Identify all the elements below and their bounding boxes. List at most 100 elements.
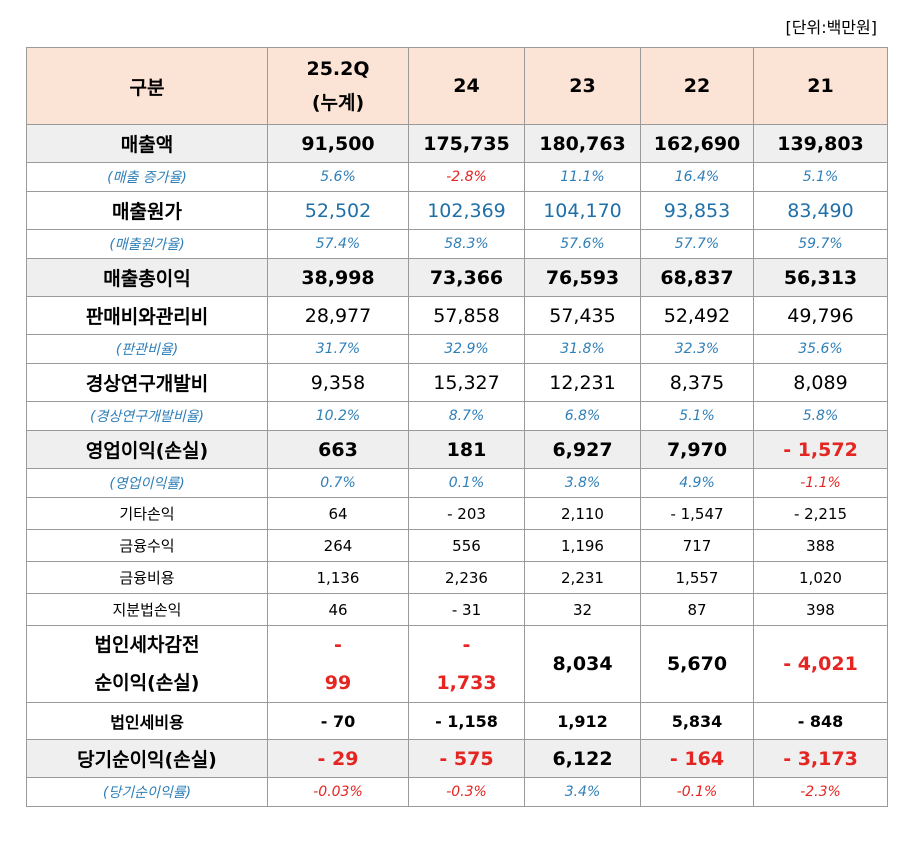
cell: 7,970 [640, 430, 754, 469]
cell: 31.7% [267, 334, 409, 364]
cell: -0.03% [267, 777, 409, 807]
cell: 6.8% [524, 401, 641, 431]
header-col1-line2: (누계) [311, 91, 365, 114]
row-label: (당기순이익률) [26, 777, 268, 807]
cell: - 1,572 [753, 430, 888, 469]
row-rnd-ratio: (경상연구개발비율) 10.2% 8.7% 6.8% 5.1% 5.8% [26, 401, 888, 431]
cell: 162,690 [640, 124, 754, 163]
row-sales: 매출액 91,500 175,735 180,763 162,690 139,8… [26, 124, 888, 163]
cell: 31.8% [524, 334, 641, 364]
cell: 56,313 [753, 258, 888, 297]
cell: 2,236 [408, 561, 525, 594]
row-label: 매출원가 [26, 191, 268, 230]
cell: 8.7% [408, 401, 525, 431]
cell: -0.3% [408, 777, 525, 807]
cell-line2: 99 [324, 672, 352, 694]
row-label: 지분법손익 [26, 593, 268, 626]
row-label: 기타손익 [26, 497, 268, 530]
cell: 11.1% [524, 162, 641, 192]
cell: 5.1% [753, 162, 888, 192]
row-op-ratio: (영업이익률) 0.7% 0.1% 3.8% 4.9% -1.1% [26, 468, 888, 498]
header-col-21: 21 [753, 47, 888, 125]
cell: 8,089 [753, 363, 888, 402]
cell: 32.9% [408, 334, 525, 364]
cell: 5,670 [640, 625, 754, 703]
income-statement-table: 구분 25.2Q (누계) 24 23 22 21 매출액 91,500 175,… [26, 47, 888, 807]
cell: 5.1% [640, 401, 754, 431]
cell: - 1,158 [408, 702, 525, 740]
cell: 57.7% [640, 229, 754, 259]
cell: 2,231 [524, 561, 641, 594]
cell: 64 [267, 497, 409, 530]
cell: 1,136 [267, 561, 409, 594]
cell: - 164 [640, 739, 754, 778]
cell: 32 [524, 593, 641, 626]
row-label: (경상연구개발비율) [26, 401, 268, 431]
cell: 5.8% [753, 401, 888, 431]
cell: 87 [640, 593, 754, 626]
cell: 6,122 [524, 739, 641, 778]
cell: 35.6% [753, 334, 888, 364]
row-label: (매출원가율) [26, 229, 268, 259]
cell: 6,927 [524, 430, 641, 469]
row-sales-growth: (매출 증가율) 5.6% -2.8% 11.1% 16.4% 5.1% [26, 162, 888, 192]
cell: 68,837 [640, 258, 754, 297]
row-label: 매출액 [26, 124, 268, 163]
cell: 181 [408, 430, 525, 469]
row-rnd: 경상연구개발비 9,358 15,327 12,231 8,375 8,089 [26, 363, 888, 402]
cell: - 2,215 [753, 497, 888, 530]
cell: 73,366 [408, 258, 525, 297]
row-sga-ratio: (판관비율) 31.7% 32.9% 31.8% 32.3% 35.6% [26, 334, 888, 364]
row-net-income: 당기순이익(손실) - 29 - 575 6,122 - 164 - 3,173 [26, 739, 888, 778]
cell: 104,170 [524, 191, 641, 230]
cell: 8,034 [524, 625, 641, 703]
cell: - 4,021 [753, 625, 888, 703]
cell: -2.8% [408, 162, 525, 192]
cell: 0.1% [408, 468, 525, 498]
row-label: 금융수익 [26, 529, 268, 562]
row-label: 법인세차감전 순이익(손실) [26, 625, 268, 703]
row-label: 판매비와관리비 [26, 296, 268, 335]
cell: -2.3% [753, 777, 888, 807]
cell: 49,796 [753, 296, 888, 335]
cell: - 1,733 [408, 625, 525, 703]
row-pretax-income: 법인세차감전 순이익(손실) - 99 - 1,733 8,034 5,670 - 4… [26, 625, 888, 703]
cell: 2,110 [524, 497, 641, 530]
cell: 91,500 [267, 124, 409, 163]
cell: 180,763 [524, 124, 641, 163]
cell: 139,803 [753, 124, 888, 163]
header-row: 구분 25.2Q (누계) 24 23 22 21 [26, 47, 888, 125]
cell: 1,020 [753, 561, 888, 594]
cell: - 29 [267, 739, 409, 778]
cell: - 99 [267, 625, 409, 703]
row-other-income: 기타손익 64 - 203 2,110 - 1,547 - 2,215 [26, 497, 888, 530]
row-label-line2: 순이익(손실) [94, 672, 200, 694]
row-label: 당기순이익(손실) [26, 739, 268, 778]
cell: 59.7% [753, 229, 888, 259]
cell: 3.8% [524, 468, 641, 498]
row-label: 법인세비용 [26, 702, 268, 740]
cell: 57.6% [524, 229, 641, 259]
row-label: 매출총이익 [26, 258, 268, 297]
cell-line1: - [462, 634, 471, 656]
cell: 1,557 [640, 561, 754, 594]
row-cogs: 매출원가 52,502 102,369 104,170 93,853 83,49… [26, 191, 888, 230]
cell: 57,858 [408, 296, 525, 335]
cell-line1: - [334, 634, 342, 656]
cell: 10.2% [267, 401, 409, 431]
cell: 717 [640, 529, 754, 562]
cell: 57,435 [524, 296, 641, 335]
cell: 93,853 [640, 191, 754, 230]
row-finance-income: 금융수익 264 556 1,196 717 388 [26, 529, 888, 562]
cell: 264 [267, 529, 409, 562]
cell: 663 [267, 430, 409, 469]
cell: 38,998 [267, 258, 409, 297]
cell: 5.6% [267, 162, 409, 192]
cell: 4.9% [640, 468, 754, 498]
cell: 46 [267, 593, 409, 626]
cell: 83,490 [753, 191, 888, 230]
row-equity-method: 지분법손익 46 - 31 32 87 398 [26, 593, 888, 626]
row-operating-income: 영업이익(손실) 663 181 6,927 7,970 - 1,572 [26, 430, 888, 469]
row-label: (매출 증가율) [26, 162, 268, 192]
cell: - 70 [267, 702, 409, 740]
